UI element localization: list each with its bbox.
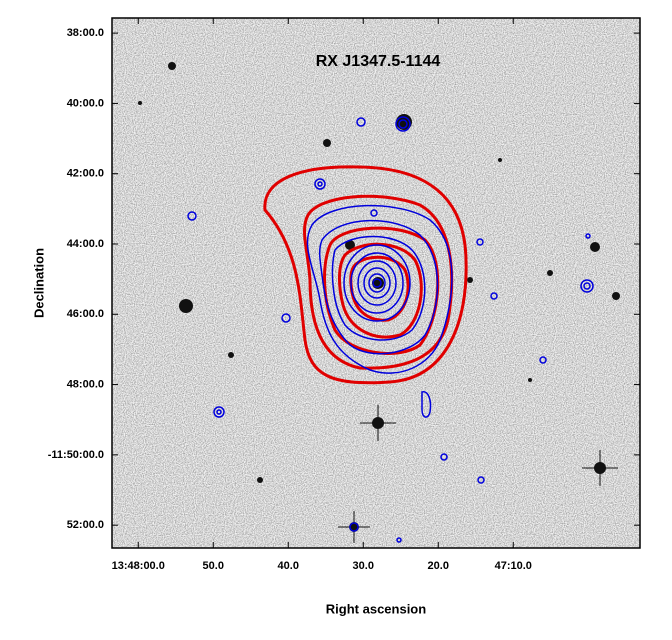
y-tick-label: 52:00.0 <box>67 519 104 531</box>
x-axis-label: Right ascension <box>326 601 426 616</box>
y-tick-label: 46:00.0 <box>67 308 104 320</box>
x-tick-label: 30.0 <box>353 560 374 572</box>
y-tick-label: 40:00.0 <box>67 97 104 109</box>
chart-title: RX J1347.5-1144 <box>316 53 441 70</box>
plot-frame <box>111 17 641 549</box>
y-tick-label: 38:00.0 <box>67 27 104 39</box>
x-tick-label: 20.0 <box>428 560 449 572</box>
x-tick-label: 47:10.0 <box>495 560 532 572</box>
x-tick-label: 50.0 <box>203 560 224 572</box>
sky-image <box>112 18 640 548</box>
y-axis-label: Declination <box>31 248 46 318</box>
y-tick-label: 42:00.0 <box>67 168 104 180</box>
x-tick-label: 13:48:00.0 <box>112 560 165 572</box>
y-tick-label: 48:00.0 <box>67 378 104 390</box>
y-tick-label: -11:50:00.0 <box>48 449 104 461</box>
radio-contours <box>187 116 594 543</box>
y-tick-label: 44:00.0 <box>67 238 104 250</box>
x-tick-label: 40.0 <box>278 560 299 572</box>
